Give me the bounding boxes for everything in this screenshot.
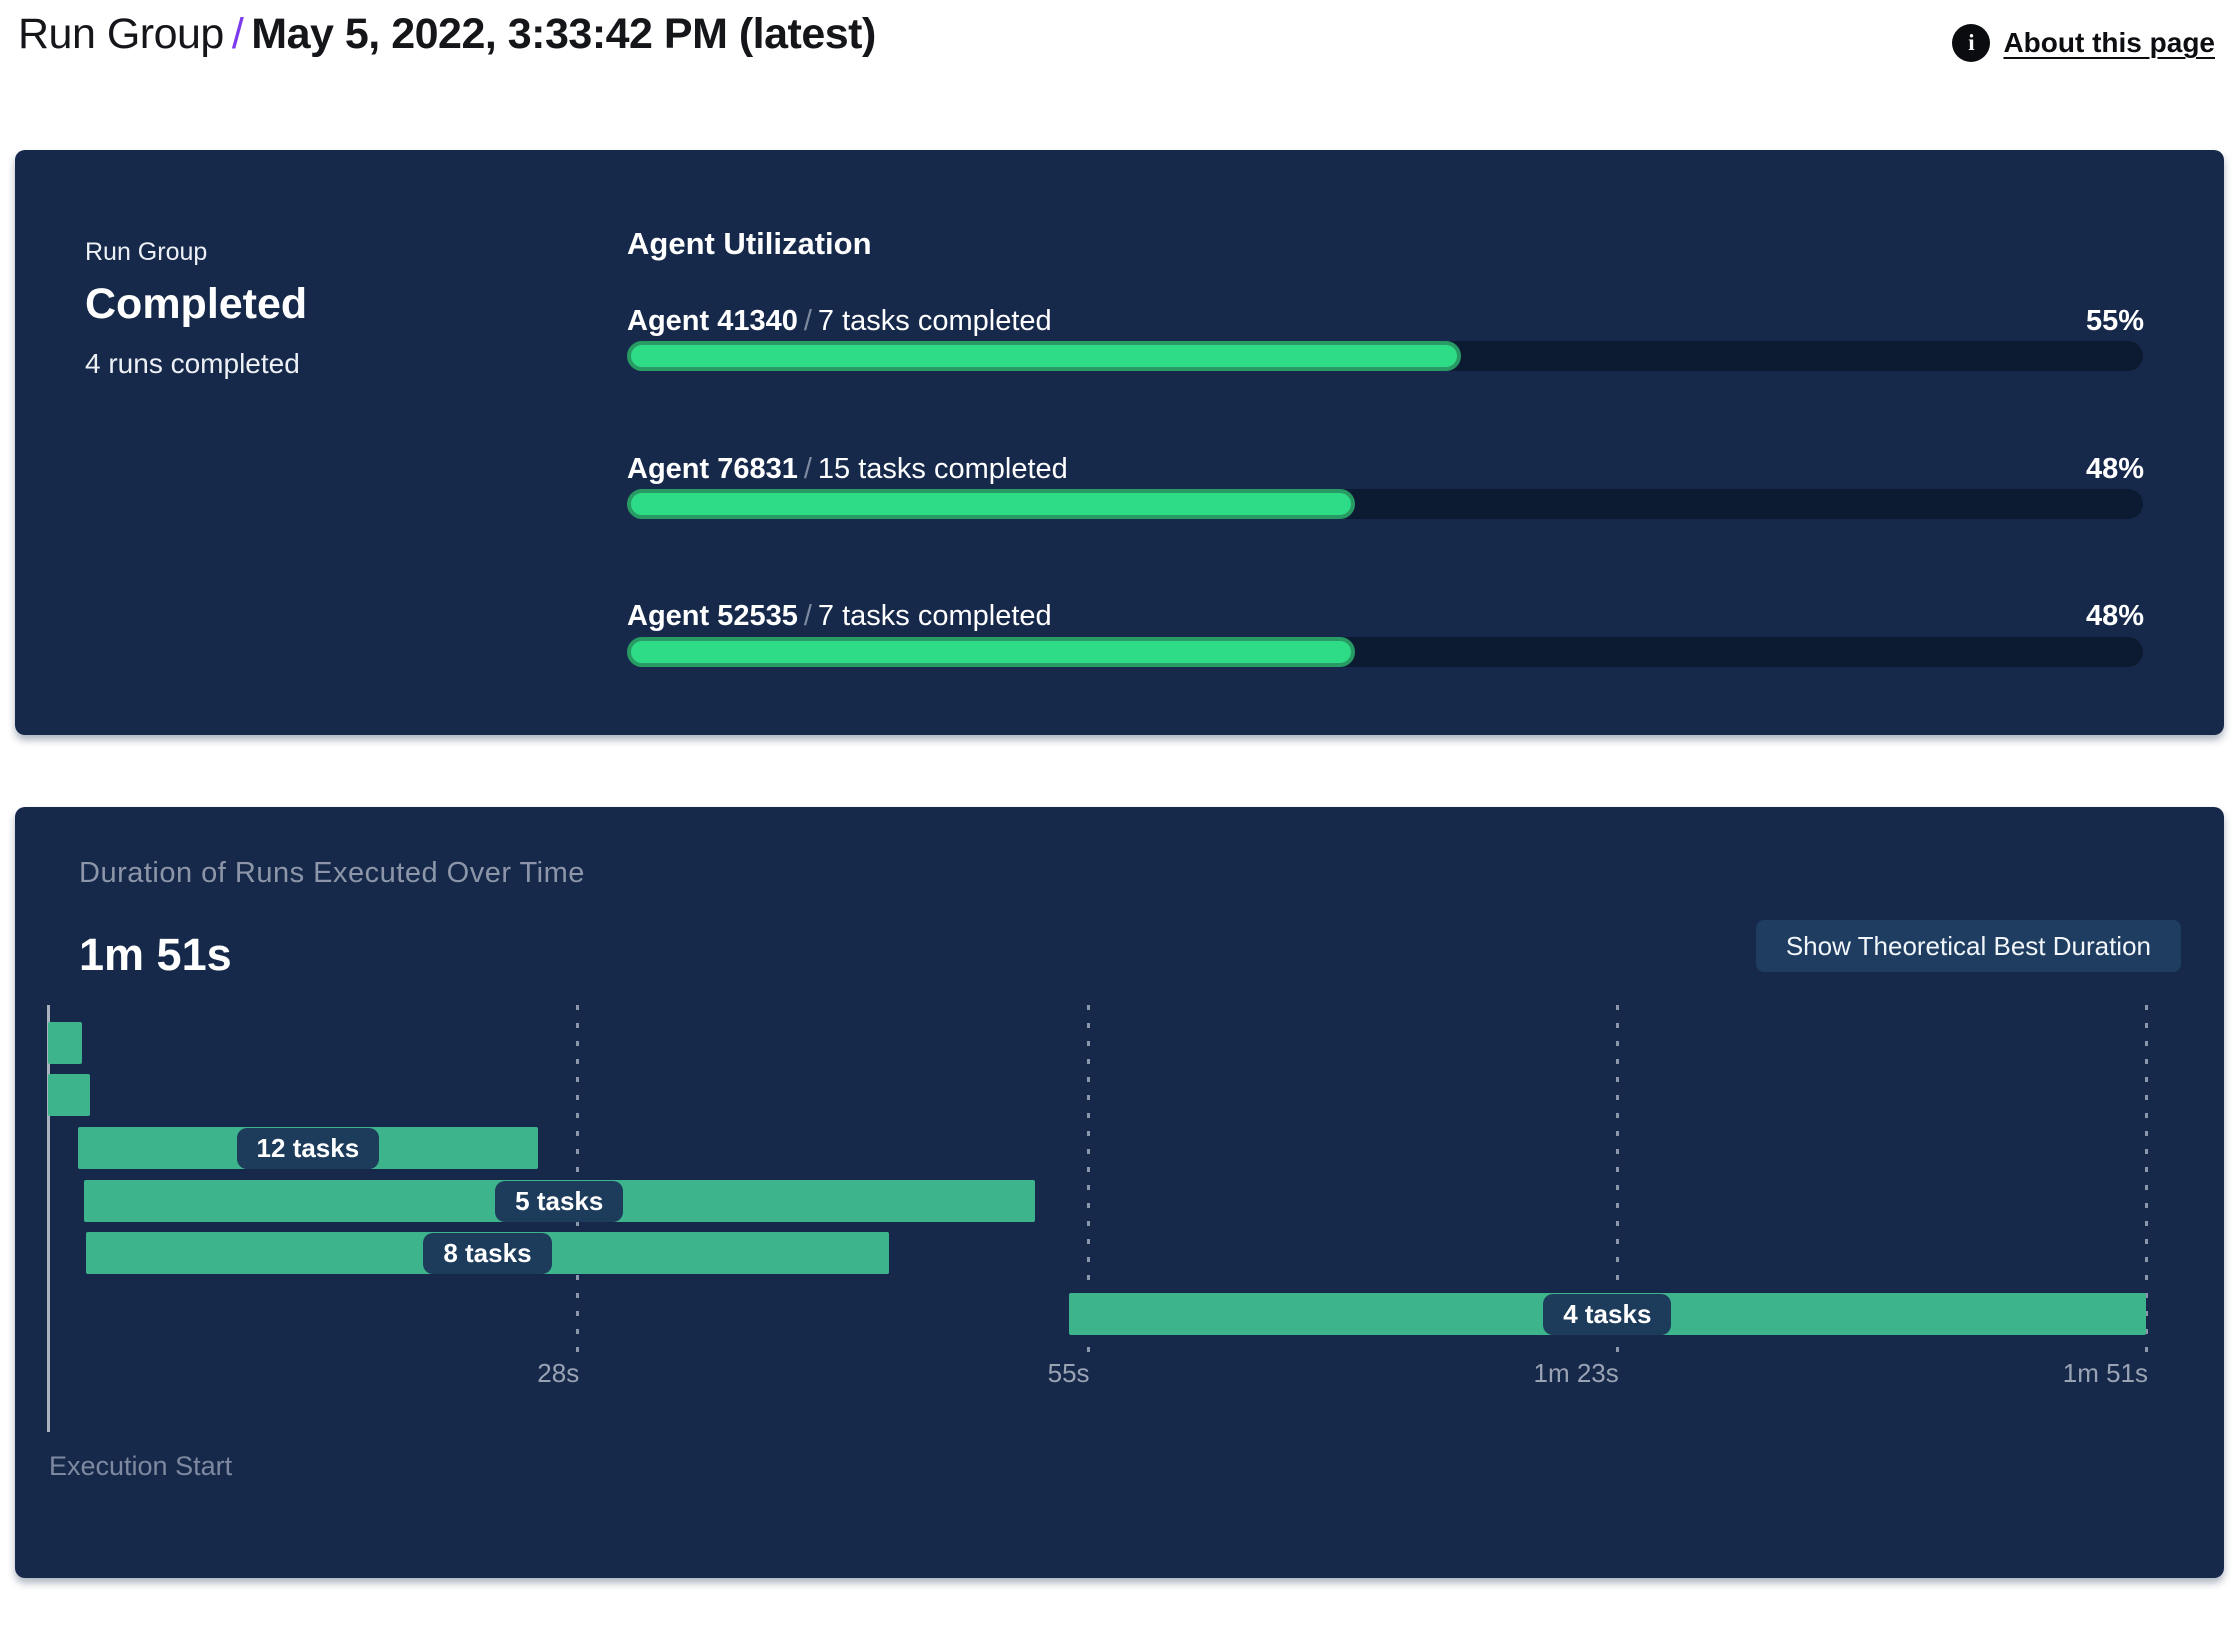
duration-chart-title: Duration of Runs Executed Over Time: [79, 857, 585, 889]
agent-name: Agent 41340: [627, 305, 798, 337]
gridline: [576, 1005, 580, 1352]
execution-start-axis-line: [47, 1005, 50, 1432]
agent-utilization-heading: Agent Utilization: [627, 226, 872, 261]
agent-row-label: Agent 41340/7 tasks completed: [627, 305, 1052, 338]
duration-chart-panel: Duration of Runs Executed Over Time 1m 5…: [15, 807, 2224, 1578]
execution-start-label: Execution Start: [49, 1451, 233, 1481]
run-bar[interactable]: 5 tasks: [83, 1180, 1035, 1222]
agent-utilization-bar-fill: [627, 341, 1461, 371]
run-group-status: Completed: [85, 280, 308, 328]
about-this-page[interactable]: i About this page: [1952, 24, 2215, 62]
show-theoretical-best-duration-button[interactable]: Show Theoretical Best Duration: [1755, 920, 2181, 972]
agent-row-label: Agent 52535/7 tasks completed: [627, 600, 1052, 633]
breadcrumb-root[interactable]: Run Group: [18, 10, 224, 58]
agent-separator: /: [803, 453, 812, 485]
runs-completed-count: 4 runs completed: [85, 348, 300, 379]
axis-tick-label: 55s: [1047, 1358, 1090, 1388]
run-bar[interactable]: 12 tasks: [78, 1127, 538, 1169]
total-duration-value: 1m 51s: [79, 929, 232, 980]
breadcrumb-separator: /: [231, 10, 244, 58]
axis-tick-label: 1m 23s: [1533, 1358, 1619, 1388]
run-bar[interactable]: [48, 1022, 83, 1064]
agent-utilization-bar-track: [627, 637, 2143, 667]
agent-utilization-percent: 55%: [2085, 305, 2144, 337]
agent-row-label: Agent 76831/15 tasks completed: [627, 453, 1068, 486]
axis-tick-label: 28s: [537, 1358, 580, 1388]
run-bar[interactable]: 4 tasks: [1068, 1293, 2146, 1335]
run-group-summary-panel: Run Group Completed 4 runs completed Age…: [15, 150, 2224, 735]
run-bar[interactable]: 8 tasks: [85, 1232, 890, 1274]
agent-utilization-bar-track: [627, 489, 2143, 519]
run-group-label: Run Group: [85, 238, 208, 266]
agent-separator: /: [803, 305, 812, 337]
agent-utilization-bar-fill: [627, 637, 1355, 667]
run-bar[interactable]: [48, 1074, 90, 1116]
run-task-count-pill: 4 tasks: [1543, 1293, 1672, 1335]
breadcrumb-current: May 5, 2022, 3:33:42 PM (latest): [251, 10, 876, 58]
gridline: [1615, 1005, 1619, 1352]
agent-utilization-bar-track: [627, 341, 2143, 371]
agent-tasks-completed: 7 tasks completed: [817, 305, 1052, 337]
page-title: Run Group / May 5, 2022, 3:33:42 PM (lates…: [18, 10, 876, 59]
agent-name: Agent 52535: [627, 600, 798, 632]
gridline: [2145, 1005, 2148, 1352]
run-task-count-pill: 8 tasks: [423, 1232, 552, 1274]
gridline: [1086, 1005, 1090, 1352]
agent-tasks-completed: 15 tasks completed: [817, 453, 1068, 485]
agent-utilization-percent: 48%: [2085, 453, 2144, 485]
about-this-page-link[interactable]: About this page: [2003, 27, 2215, 58]
run-task-count-pill: 12 tasks: [236, 1127, 380, 1169]
agent-utilization-bar-fill: [627, 489, 1355, 519]
run-task-count-pill: 5 tasks: [495, 1180, 624, 1222]
agent-utilization-percent: 48%: [2085, 600, 2144, 632]
axis-tick-label: 1m 51s: [2062, 1358, 2148, 1388]
agent-name: Agent 76831: [627, 453, 798, 485]
agent-separator: /: [803, 600, 812, 632]
info-icon: i: [1952, 24, 1991, 62]
agent-tasks-completed: 7 tasks completed: [817, 600, 1052, 632]
gantt-chart-area: 28s 55s 1m 23s 1m 51s 12 tasks 5 tasks 8 tasks…: [48, 1005, 2148, 1425]
